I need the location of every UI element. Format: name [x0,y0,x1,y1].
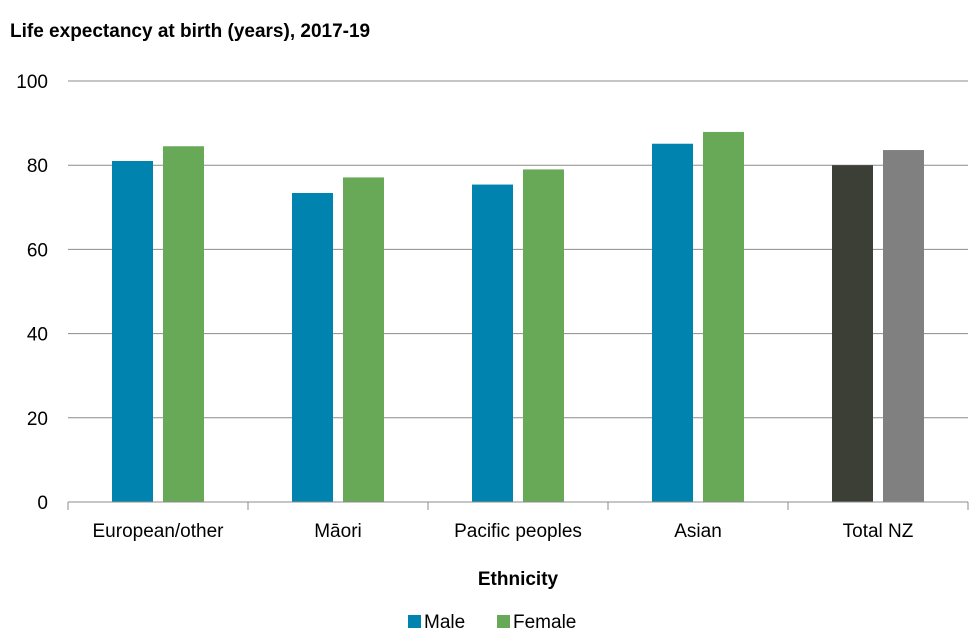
y-axis: 0 20 40 60 80 100 [16,72,48,514]
bar-male-1 [292,192,333,502]
y-tick-label: 0 [37,493,48,514]
x-tick-label: Total NZ [843,521,914,542]
bar-female-4 [883,150,924,502]
bar-female-3 [703,131,744,503]
x-axis-label: Ethnicity [478,569,559,590]
x-tick-label: Pacific peoples [454,521,582,542]
y-tick-label: 20 [27,409,48,430]
bar-female-0 [163,146,204,502]
y-tick-label: 80 [27,156,48,177]
bar-male-0 [112,160,153,503]
bar-male-4 [832,165,873,502]
x-tick-label: Asian [674,521,722,542]
bars [112,131,924,503]
x-axis: European/other Māori Pacific peoples Asian T… [67,501,969,542]
y-tick-label: 100 [16,72,48,93]
legend-label-female: Female [513,612,576,633]
x-tick-label: European/other [93,521,225,542]
legend: Male Female [408,612,576,633]
gridlines [68,80,968,419]
bar-male-3 [652,143,693,502]
legend-swatch-female [497,615,510,628]
chart-title: Life expectancy at birth (years), 2017-1… [10,21,370,42]
legend-label-male: Male [424,612,465,633]
legend-swatch-male [408,615,421,628]
bar-male-2 [472,184,513,503]
y-tick-label: 60 [27,240,48,261]
bar-female-2 [523,169,564,502]
x-tick-label: Māori [314,521,362,542]
bar-female-1 [343,177,384,502]
y-tick-label: 40 [27,325,48,346]
